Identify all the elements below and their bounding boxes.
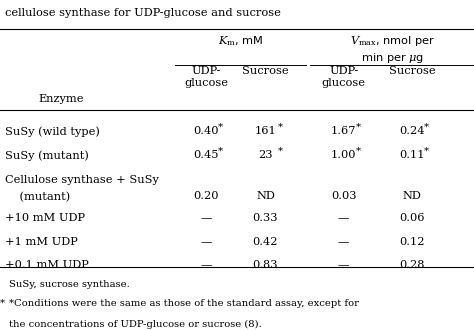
Text: ND: ND bbox=[256, 191, 275, 201]
Text: —: — bbox=[201, 260, 212, 270]
Text: 1.67: 1.67 bbox=[331, 126, 356, 136]
Text: —: — bbox=[338, 237, 349, 247]
Text: *: * bbox=[277, 123, 283, 132]
Text: 161: 161 bbox=[255, 126, 276, 136]
Text: +0.1 mM UDP: +0.1 mM UDP bbox=[5, 260, 89, 270]
Text: Enzyme: Enzyme bbox=[39, 94, 84, 104]
Text: $K_{\mathrm{m}}$, mM: $K_{\mathrm{m}}$, mM bbox=[218, 34, 264, 48]
Text: 0.83: 0.83 bbox=[253, 260, 278, 270]
Text: *: * bbox=[356, 147, 361, 156]
Text: *: * bbox=[424, 123, 429, 132]
Text: the concentrations of UDP-glucose or sucrose (8).: the concentrations of UDP-glucose or suc… bbox=[9, 320, 262, 329]
Text: 0.24: 0.24 bbox=[400, 126, 425, 136]
Text: Sucrose: Sucrose bbox=[389, 66, 436, 76]
Text: *Conditions were the same as those of the standard assay, except for: *Conditions were the same as those of th… bbox=[9, 299, 359, 308]
Text: +10 mM UDP: +10 mM UDP bbox=[5, 214, 85, 223]
Text: (mutant): (mutant) bbox=[5, 191, 70, 202]
Text: *: * bbox=[424, 147, 429, 156]
Text: 0.40: 0.40 bbox=[193, 126, 219, 136]
Text: —: — bbox=[201, 214, 212, 223]
Text: 0.20: 0.20 bbox=[193, 191, 219, 201]
Text: *: * bbox=[0, 299, 5, 308]
Text: 0.11: 0.11 bbox=[400, 150, 425, 160]
Text: 0.06: 0.06 bbox=[400, 214, 425, 223]
Text: ND: ND bbox=[403, 191, 422, 201]
Text: UDP-
glucose: UDP- glucose bbox=[322, 66, 365, 88]
Text: 0.33: 0.33 bbox=[253, 214, 278, 223]
Text: cellulose synthase for UDP-glucose and sucrose: cellulose synthase for UDP-glucose and s… bbox=[5, 8, 281, 18]
Text: Sucrose: Sucrose bbox=[242, 66, 289, 76]
Text: —: — bbox=[338, 214, 349, 223]
Text: SuSy, sucrose synthase.: SuSy, sucrose synthase. bbox=[9, 280, 130, 289]
Text: +1 mM UDP: +1 mM UDP bbox=[5, 237, 77, 247]
Text: 1.00: 1.00 bbox=[331, 150, 356, 160]
Text: 0.42: 0.42 bbox=[253, 237, 278, 247]
Text: 23: 23 bbox=[258, 150, 273, 160]
Text: UDP-
glucose: UDP- glucose bbox=[184, 66, 228, 88]
Text: SuSy (wild type): SuSy (wild type) bbox=[5, 126, 100, 137]
Text: 0.45: 0.45 bbox=[193, 150, 219, 160]
Text: *: * bbox=[356, 123, 361, 132]
Text: *: * bbox=[218, 147, 223, 156]
Text: $V_{\mathrm{max}}$, nmol per
min per $\mu$g: $V_{\mathrm{max}}$, nmol per min per $\m… bbox=[349, 34, 435, 65]
Text: 0.28: 0.28 bbox=[400, 260, 425, 270]
Text: SuSy (mutant): SuSy (mutant) bbox=[5, 150, 89, 161]
Text: *: * bbox=[277, 147, 283, 156]
Text: 0.12: 0.12 bbox=[400, 237, 425, 247]
Text: Cellulose synthase + SuSy: Cellulose synthase + SuSy bbox=[5, 175, 159, 185]
Text: *: * bbox=[218, 123, 223, 132]
Text: —: — bbox=[338, 260, 349, 270]
Text: 0.03: 0.03 bbox=[331, 191, 356, 201]
Text: —: — bbox=[201, 237, 212, 247]
